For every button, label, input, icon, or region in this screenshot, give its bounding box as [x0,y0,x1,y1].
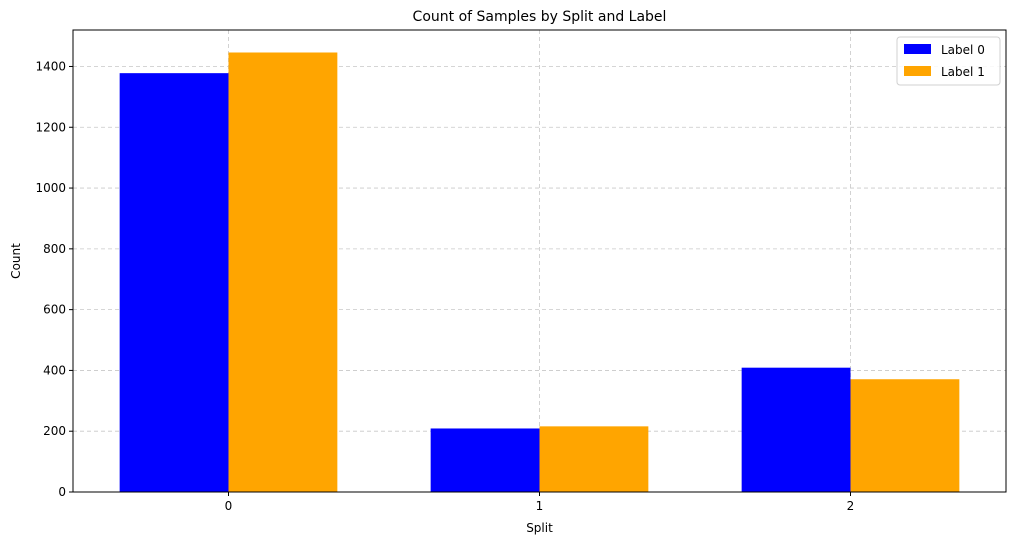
bar-label-1-split-2 [850,379,960,492]
bar-label-0-split-2 [741,367,851,492]
bar-label-0-split-1 [430,428,540,492]
legend-swatch [904,44,931,54]
bar-label-0-split-0 [119,73,229,493]
y-tick-label: 600 [43,303,66,317]
x-axis-ticks: 0 1 2 [225,492,855,513]
chart-title: Count of Samples by Split and Label [413,9,667,25]
y-tick-label: 200 [43,424,66,438]
x-tick-label: 2 [847,499,855,513]
legend: Label 0 Label 1 [896,36,1001,86]
bar-label-1-split-0 [228,52,338,493]
legend-label: Label 0 [941,43,985,57]
y-axis-label: Count [9,243,23,279]
x-tick-label: 1 [536,499,544,513]
x-tick-label: 0 [225,499,233,513]
bar-label-1-split-1 [539,426,649,492]
bars [119,52,960,493]
legend-label: Label 1 [941,65,985,79]
y-tick-label: 1200 [35,120,66,134]
legend-swatch [904,66,931,76]
x-axis-label: Split [526,521,553,535]
y-tick-label: 800 [43,242,66,256]
y-tick-label: 400 [43,363,66,377]
y-axis-ticks: 0 200 400 600 800 1000 1200 1400 [35,59,73,499]
y-tick-label: 0 [58,485,66,499]
y-tick-label: 1000 [35,181,66,195]
y-tick-label: 1400 [35,59,66,73]
